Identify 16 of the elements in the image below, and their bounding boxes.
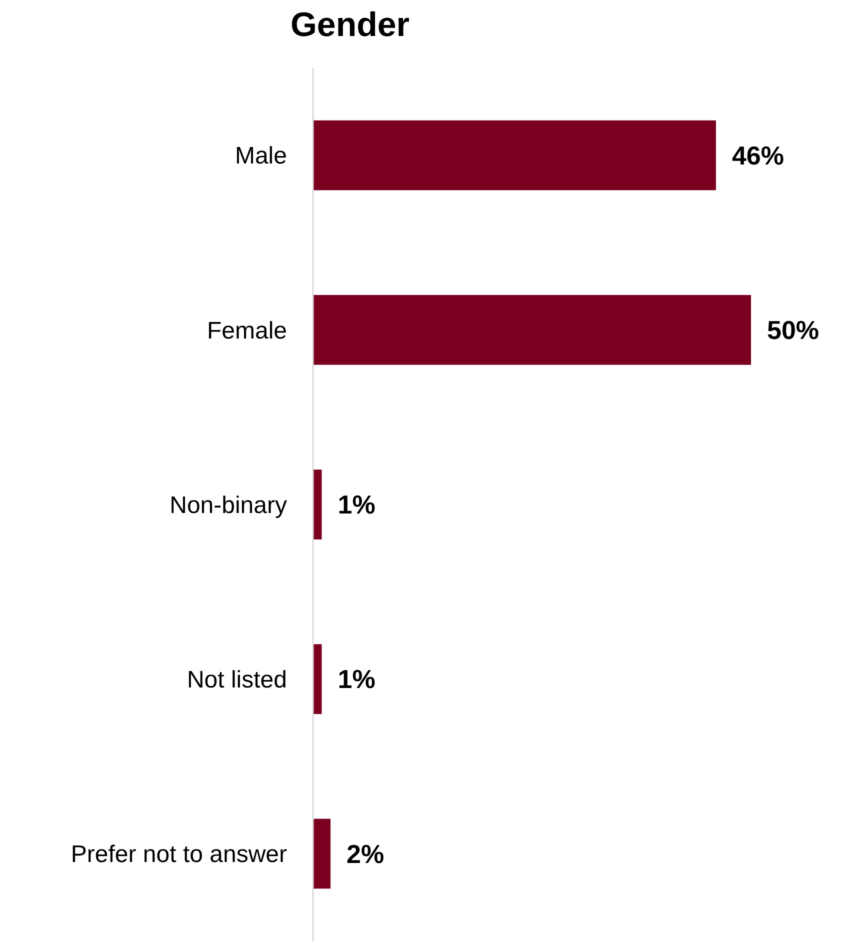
data-label: 2% [346,838,384,869]
y-tick-label: Male [234,142,287,170]
y-tick-label: Non-binary [170,492,287,519]
y-tick-label: Female [206,317,287,344]
bar [313,818,331,889]
chart-title: Gender [290,6,410,44]
data-label: 1% [338,664,376,694]
bar [313,120,716,190]
bar [313,294,751,365]
y-tick-label: Prefer not to answer [70,841,288,868]
data-label: 50% [767,315,820,345]
bar [313,470,322,540]
bar [313,644,322,714]
y-tick-label: Not listed [186,666,287,694]
data-label: 46% [732,140,784,170]
data-label: 1% [338,490,376,520]
